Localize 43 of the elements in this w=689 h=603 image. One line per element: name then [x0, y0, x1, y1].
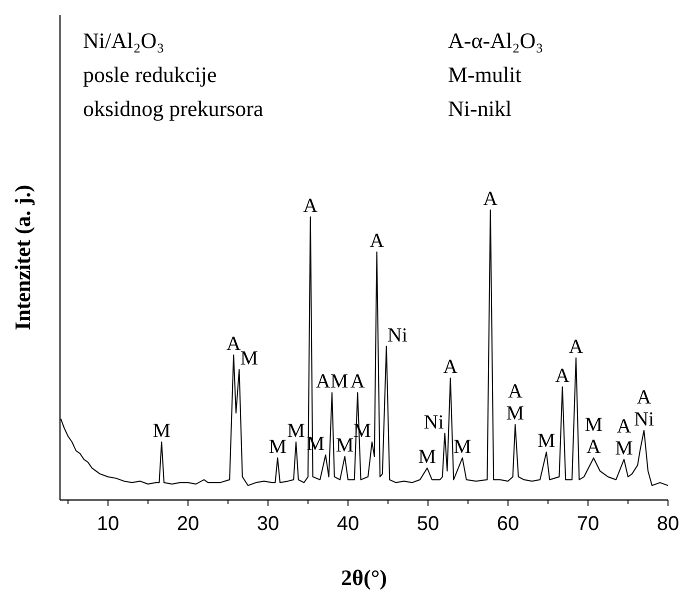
annotation: M: [418, 446, 436, 468]
annotation: Ni: [424, 411, 444, 434]
annotation: M: [584, 414, 603, 436]
x-tick-label: 50: [416, 513, 440, 535]
y-axis-title: Intenzitet (a. j.): [10, 184, 35, 330]
annotation: M: [152, 420, 171, 442]
x-tick-label: 40: [336, 513, 360, 535]
annotation: M: [240, 348, 258, 370]
annotation: M: [538, 430, 556, 452]
text: Ni/Al₂O₃: [83, 28, 164, 53]
annotation: A: [350, 370, 366, 393]
annotation: M: [268, 436, 287, 458]
annotation: A: [483, 188, 498, 210]
x-tick-label: 80: [656, 513, 680, 535]
annotation: A: [443, 356, 458, 378]
annotation: A: [226, 333, 242, 355]
annotation: A: [568, 336, 584, 358]
text: A-α-Al₂O₃: [448, 28, 544, 53]
annotation: A: [370, 230, 385, 252]
x-tick-label: 10: [96, 513, 120, 535]
annotation: M: [454, 436, 472, 458]
annotation: AM: [316, 370, 348, 393]
annotation: A: [555, 364, 570, 387]
x-tick-label: 70: [576, 513, 600, 535]
annotation: Ni: [387, 324, 408, 346]
x-axis-title: 2θ(°): [341, 565, 387, 590]
annotation: Ni: [634, 408, 654, 430]
annotation: A: [303, 194, 318, 217]
annotation: M: [506, 402, 524, 425]
text: Ni-nikl: [448, 96, 512, 121]
x-tick-label: 20: [176, 513, 200, 535]
text: posle redukcije: [83, 62, 217, 87]
annotation: A: [508, 380, 523, 403]
x-tick-label: 60: [496, 513, 520, 535]
annotation: M: [336, 434, 354, 456]
text: oksidnog prekursora: [83, 96, 264, 121]
annotation: M: [615, 437, 634, 460]
x-tick-label: 30: [256, 513, 280, 535]
annotation: M: [287, 420, 306, 442]
text: M-mulit: [448, 62, 522, 87]
annotation: A: [636, 386, 652, 408]
annotation: A: [586, 436, 602, 458]
annotation: A: [616, 415, 632, 438]
